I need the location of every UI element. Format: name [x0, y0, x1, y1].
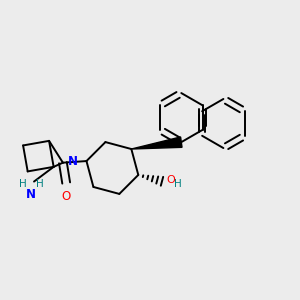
Text: O: O	[166, 175, 175, 185]
Polygon shape	[131, 137, 182, 149]
Text: N: N	[26, 188, 36, 201]
Text: O: O	[61, 190, 70, 203]
Text: H: H	[19, 179, 26, 189]
Text: N: N	[68, 154, 78, 168]
Text: H: H	[36, 179, 44, 189]
Text: H: H	[174, 179, 182, 189]
